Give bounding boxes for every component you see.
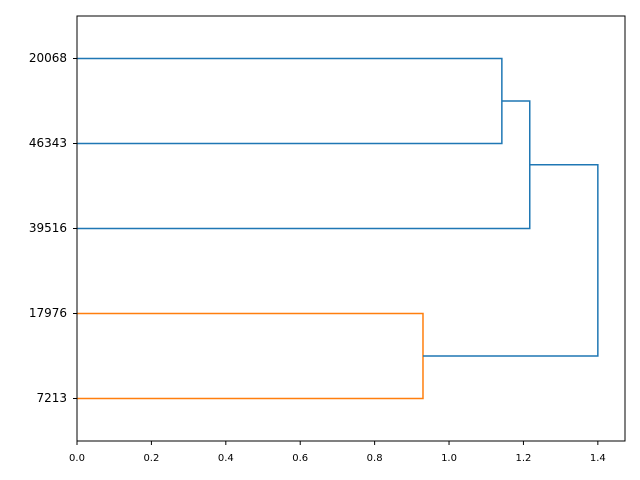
leaf-label: 46343 bbox=[29, 136, 67, 150]
x-tick-label: 0.8 bbox=[367, 453, 383, 464]
x-tick-label: 1.0 bbox=[441, 453, 457, 464]
link bbox=[77, 312, 424, 400]
x-tick-label: 0.2 bbox=[143, 453, 159, 464]
link bbox=[77, 57, 503, 145]
leaf-label: 7213 bbox=[36, 391, 67, 405]
leaf-label: 17976 bbox=[29, 306, 67, 320]
leaf-label: 20068 bbox=[29, 51, 67, 65]
plot-frame bbox=[76, 15, 626, 442]
x-tick-label: 1.2 bbox=[515, 453, 531, 464]
x-tick-label: 1.4 bbox=[590, 453, 606, 464]
link bbox=[77, 100, 531, 230]
link bbox=[422, 164, 599, 357]
x-tick-label: 0.6 bbox=[292, 453, 308, 464]
x-tick-label: 0.0 bbox=[69, 453, 85, 464]
leaf-label: 39516 bbox=[29, 221, 67, 235]
x-tick-label: 0.4 bbox=[218, 453, 234, 464]
